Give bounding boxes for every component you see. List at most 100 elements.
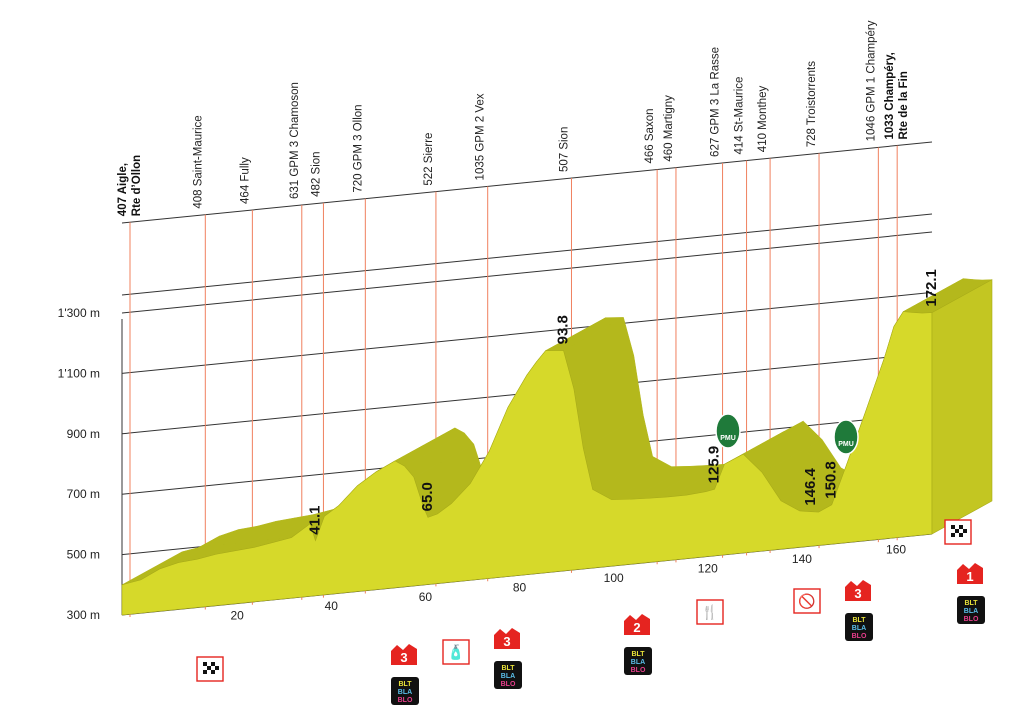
pmu-text: PMU (838, 441, 854, 448)
km-marker: 146.4 (802, 467, 819, 505)
blt-text: BLO (631, 667, 646, 674)
y-tick-label: 300 m (67, 608, 100, 622)
no-bottle-icon (793, 588, 821, 614)
waypoint-label: 414 St-Maurice (734, 77, 746, 155)
waypoint-label: 1033 Champéry, (884, 52, 896, 139)
waypoint-label: 408 Saint-Maurice (192, 115, 204, 208)
waypoint-label: 482 Sion (310, 151, 322, 196)
pmu-text: PMU (720, 435, 736, 442)
waypoint-label: Rte de la Fin (898, 71, 910, 139)
waypoint-label: 522 Sierre (423, 133, 435, 186)
y-tick-label: 700 m (67, 487, 100, 501)
blt-text: BLO (501, 681, 516, 688)
bottle-icon (442, 639, 470, 665)
flag-square (211, 662, 215, 666)
km-marker: 65.0 (419, 482, 436, 511)
km-markers: 41.1 65.0 93.8 125.9 146.4 150.8 172.1 (306, 269, 940, 535)
climb-category-icon (494, 627, 520, 649)
y-tick-label: 900 m (67, 427, 100, 441)
mountain-shape (391, 643, 417, 651)
y-tick-label: 1'100 m (58, 366, 100, 380)
blt-sponsor-icon (391, 677, 419, 705)
x-tick-label: 80 (513, 580, 527, 594)
profile-end-cap (931, 279, 993, 535)
km-marker: 125.9 (706, 446, 723, 484)
climb-category-number: 1 (966, 569, 973, 584)
x-tick-label: 140 (792, 552, 812, 566)
blt-sponsor-icon (494, 661, 522, 689)
x-tick-label: 120 (698, 562, 718, 576)
mountain-shape (845, 579, 871, 587)
flag-square (955, 529, 959, 533)
flag-square (203, 670, 207, 674)
grid-line (121, 231, 933, 314)
pmu-logo-icon (833, 419, 859, 455)
x-tick-label: 100 (604, 571, 624, 585)
waypoint-label: 464 Fully (239, 157, 251, 204)
flag-square (951, 525, 955, 529)
km-marker: 41.1 (306, 505, 323, 534)
climb-category-icon (391, 643, 417, 665)
km-marker: 172.1 (923, 269, 940, 307)
climb-category-number: 3 (503, 634, 510, 649)
blt-sponsor-icon (624, 647, 652, 675)
blt-text: BLA (852, 625, 866, 632)
climb-category-icon (845, 579, 871, 601)
km-marker: 93.8 (554, 315, 571, 344)
km-marker: 150.8 (823, 461, 840, 499)
x-tick-label: 20 (230, 609, 244, 623)
flag-square (959, 525, 963, 529)
blt-text: BLT (501, 665, 515, 672)
bottle-icon-glyph: 🧴 (447, 644, 464, 661)
mountain-shape (494, 627, 520, 635)
blt-text: BLT (398, 681, 412, 688)
food-icon-glyph: 🍴 (701, 604, 718, 621)
blt-text: BLA (964, 608, 978, 615)
blt-sponsor-icon (957, 596, 985, 624)
blt-text: BLA (631, 659, 645, 666)
climb-category-icon (957, 562, 983, 584)
blt-text: BLT (964, 600, 978, 607)
x-tick-label: 40 (325, 599, 339, 613)
waypoint-label: 627 GPM 3 La Rasse (710, 47, 722, 157)
waypoint-label: 407 Aigle, (117, 163, 129, 216)
flag-square (959, 533, 963, 537)
flag-square (203, 662, 207, 666)
blt-text: BLO (964, 616, 979, 623)
route-icons: 3BLTBLABLO🧴3BLTBLABLO2BLTBLABLO🍴🚫3BLTBLA… (196, 413, 985, 705)
waypoint-label: 466 Saxon (644, 108, 656, 163)
y-tick-label: 500 m (67, 548, 100, 562)
waypoint-label: 507 Sion (558, 127, 570, 172)
flag-square (963, 529, 967, 533)
flag-square (215, 666, 219, 670)
flag-square (207, 666, 211, 670)
climb-category-number: 2 (633, 620, 640, 635)
flag-square (211, 670, 215, 674)
no-bottle-icon-glyph: 🚫 (798, 593, 815, 610)
mountain-shape (957, 562, 983, 570)
waypoint-label: 410 Monthey (757, 85, 769, 152)
grid-line (121, 141, 933, 224)
blt-text: BLA (398, 689, 412, 696)
waypoint-label: 631 GPM 3 Chamoson (289, 82, 301, 199)
grid-line (121, 213, 933, 296)
y-axis-labels: 300 m 500 m 700 m 900 m 1'100 m 1'300 m (58, 306, 100, 622)
blt-text: BLO (398, 697, 413, 704)
blt-sponsor-icon (845, 613, 873, 641)
elevation-profile (121, 278, 993, 616)
flag-square (951, 533, 955, 537)
x-tick-label: 160 (886, 543, 906, 557)
waypoint-label: 1046 GPM 1 Champéry (865, 20, 877, 141)
grid-line (121, 291, 933, 374)
x-tick-label: 60 (419, 590, 433, 604)
food-icon (696, 599, 724, 625)
waypoint-label: 720 GPM 3 Ollon (352, 104, 364, 192)
waypoint-labels: 407 Aigle, Rte d’Ollon 408 Saint-Maurice 46… (117, 20, 910, 216)
waypoint-label: Rte d’Ollon (131, 155, 143, 216)
waypoint-label: 460 Martigny (663, 95, 675, 162)
waypoint-label: 728 Troistorrents (806, 61, 818, 148)
y-tick-label: 1'300 m (58, 306, 100, 320)
climb-category-number: 3 (854, 586, 861, 601)
blt-text: BLO (852, 633, 867, 640)
